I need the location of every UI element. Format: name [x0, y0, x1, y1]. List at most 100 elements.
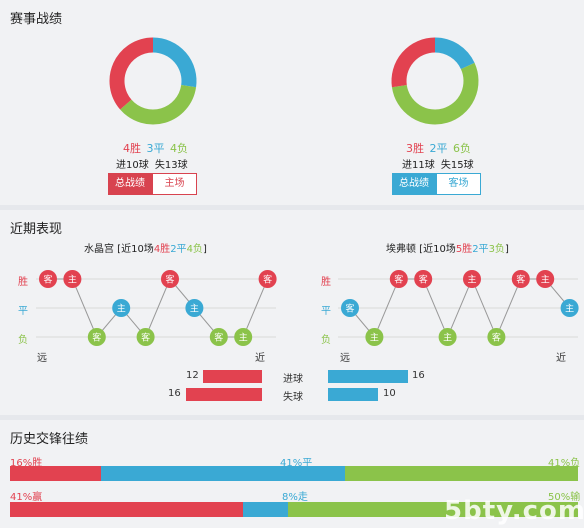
venue-label: 主: [117, 303, 126, 315]
y-label-loss: 负: [321, 335, 331, 346]
form-marker: [112, 299, 131, 317]
form-line: [48, 278, 269, 338]
record-panel: 赛事战绩 4胜 3平 4负 进10球 失13球 总战绩 主场 3胜 2平 6负 …: [0, 0, 584, 205]
win-count: 3胜: [406, 142, 424, 155]
segment-draw: [100, 466, 346, 481]
form-point-loss: 客: [487, 328, 506, 346]
stat-label-goals-conceded: 失球: [283, 392, 303, 403]
segment-win: [10, 502, 243, 517]
venue-label: 主: [443, 332, 452, 344]
draw-count: 2平: [429, 142, 448, 155]
history-loss-pct: 41%负: [548, 458, 581, 469]
away-recent-header: 埃弗顿 [近10场5胜2平3负]: [386, 240, 509, 255]
goals-for: 进11球: [402, 160, 435, 171]
history-panel: 历史交锋往绩 16%胜 41%平 41%负 41%赢 8%走 50%输 5bty…: [0, 420, 584, 528]
home-goals-scored: 12: [186, 370, 199, 381]
form-marker: [414, 270, 433, 288]
segment-loss: [345, 466, 578, 481]
header-prefix: [近10场: [416, 244, 456, 255]
form-line: [349, 277, 570, 339]
donut-segment-loss: [120, 84, 197, 125]
donut-segment-draw: [152, 37, 197, 88]
recent-wins: 4胜: [153, 244, 171, 255]
form-point-loss: 主: [438, 328, 457, 346]
form-marker: [258, 270, 277, 288]
away-record-tabs: 总战绩 客场: [392, 173, 481, 195]
win-count: 4胜: [123, 142, 141, 155]
recent-draws: 2平: [472, 244, 489, 255]
y-label-draw: 平: [18, 306, 28, 317]
goals-for: 进10球: [116, 160, 149, 171]
venue-label: 客: [516, 274, 525, 286]
form-point-draw: 主: [560, 299, 579, 317]
draw-count: 3平: [146, 142, 165, 155]
tab-home-record[interactable]: 主场: [152, 173, 197, 195]
segment-loss: [288, 502, 578, 517]
away-goals-conceded-bar: [328, 388, 378, 401]
section-title: 历史交锋往绩: [10, 432, 89, 447]
venue-label: 客: [165, 274, 174, 286]
home-record-donut: [109, 37, 197, 125]
header-prefix: [近10场: [114, 244, 154, 255]
y-label-draw: 平: [321, 306, 331, 317]
away-goals-scored-bar: [328, 370, 408, 383]
form-point-win: 主: [463, 270, 481, 288]
team-name: 水晶宫: [84, 244, 114, 255]
home-record-tabs: 总战绩 主场: [108, 173, 197, 195]
venue-label: 主: [239, 332, 248, 344]
form-marker: [161, 270, 179, 288]
form-point-loss: 客: [136, 328, 155, 346]
home-recent-header: 水晶宫 [近10场4胜2平4负]: [84, 240, 207, 255]
venue-label: 客: [214, 332, 223, 344]
venue-label: 客: [394, 274, 403, 286]
segment-push: [242, 502, 289, 517]
form-marker: [560, 299, 579, 317]
goals-against: 失13球: [154, 160, 188, 171]
recent-form-panel: 近期表现 水晶宫 [近10场4胜2平4负] 埃弗顿 [近10场5胜2平3负] 胜…: [0, 210, 584, 415]
form-point-draw: 主: [112, 299, 131, 317]
recent-losses: 3负: [488, 244, 505, 255]
form-point-draw: 主: [185, 299, 204, 317]
recent-draws: 2平: [170, 244, 187, 255]
tab-total-record[interactable]: 总战绩: [392, 173, 436, 195]
recent-wins: 5胜: [455, 244, 473, 255]
tab-total-record[interactable]: 总战绩: [108, 173, 152, 195]
handicap-loss-pct: 50%输: [548, 492, 581, 503]
form-point-loss: 客: [209, 328, 228, 346]
home-form-chart: 客主客主客客主客 主客: [36, 270, 277, 346]
tab-away-record[interactable]: 客场: [436, 173, 481, 195]
history-result-bar: [10, 466, 578, 481]
form-marker: [209, 328, 228, 346]
history-win-pct: 16%胜: [10, 458, 43, 469]
goals-against: 失15球: [440, 160, 474, 171]
y-label-win: 胜: [18, 277, 28, 288]
home-goals-conceded-bar: [185, 388, 262, 401]
away-wdl-summary: 3胜 2平 6负: [406, 140, 471, 156]
form-point-win: 客: [414, 270, 433, 288]
home-goals-conceded: 16: [168, 388, 181, 399]
x-label-near: 近: [556, 353, 566, 364]
form-marker: [536, 270, 555, 288]
form-point-loss: 主: [365, 328, 384, 346]
away-goals-conceded: 10: [383, 388, 396, 399]
venue-label: 客: [141, 332, 150, 344]
home-goals-summary: 进10球 失13球: [116, 156, 188, 171]
venue-label: 主: [565, 303, 574, 315]
segment-win: [10, 466, 101, 481]
form-point-draw: 客: [341, 299, 359, 317]
form-marker: [87, 328, 106, 346]
loss-count: 6负: [453, 142, 471, 155]
header-suffix: ]: [504, 244, 509, 255]
x-label-near: 近: [255, 353, 265, 364]
handicap-win-pct: 41%赢: [10, 492, 43, 503]
x-label-far: 远: [340, 353, 350, 364]
form-marker: [463, 270, 481, 288]
stat-label-goals-scored: 进球: [283, 374, 303, 385]
home-wdl-summary: 4胜 3平 4负: [123, 140, 188, 156]
form-marker: [39, 270, 57, 288]
away-record-donut: [391, 37, 479, 125]
form-marker: [185, 299, 204, 317]
venue-label: 客: [345, 303, 354, 315]
form-marker: [63, 270, 82, 288]
recent-losses: 4负: [186, 244, 203, 255]
